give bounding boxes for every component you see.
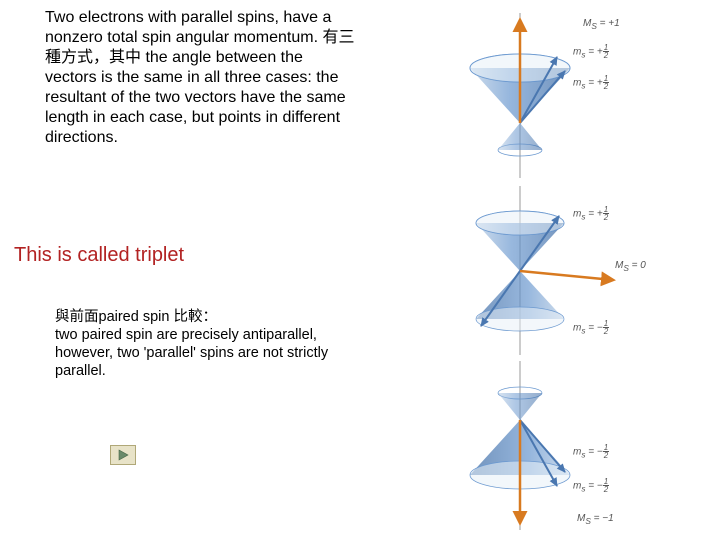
paragraph-comparison: 與前面paired spin 比較： two paired spin are p… <box>55 308 345 381</box>
spin-cone-figure: MS = +1 ms = +12 ms = +12 ms = +12 MS = … <box>425 8 655 533</box>
para2-rest: two paired spin are precisely antiparall… <box>55 327 328 379</box>
paragraph-intro: Two electrons with parallel spins, have … <box>45 8 355 148</box>
label-MS-1: MS = +1 <box>583 18 620 31</box>
para2-line1: 與前面paired spin 比較： <box>55 309 217 325</box>
label-ms-a2: ms = +12 <box>573 206 609 221</box>
label-ms-a1: ms = +12 <box>573 44 609 59</box>
label-ms-a3: ms = −12 <box>573 444 609 459</box>
play-icon <box>117 449 129 461</box>
play-button[interactable] <box>110 445 136 465</box>
label-ms-b2: ms = −12 <box>573 320 609 335</box>
label-MS-2: MS = 0 <box>615 260 646 273</box>
label-MS-3: MS = −1 <box>577 513 614 526</box>
label-ms-b3: ms = −12 <box>573 478 609 493</box>
label-ms-b1: ms = +12 <box>573 75 609 90</box>
triplet-heading: This is called triplet <box>14 244 184 267</box>
